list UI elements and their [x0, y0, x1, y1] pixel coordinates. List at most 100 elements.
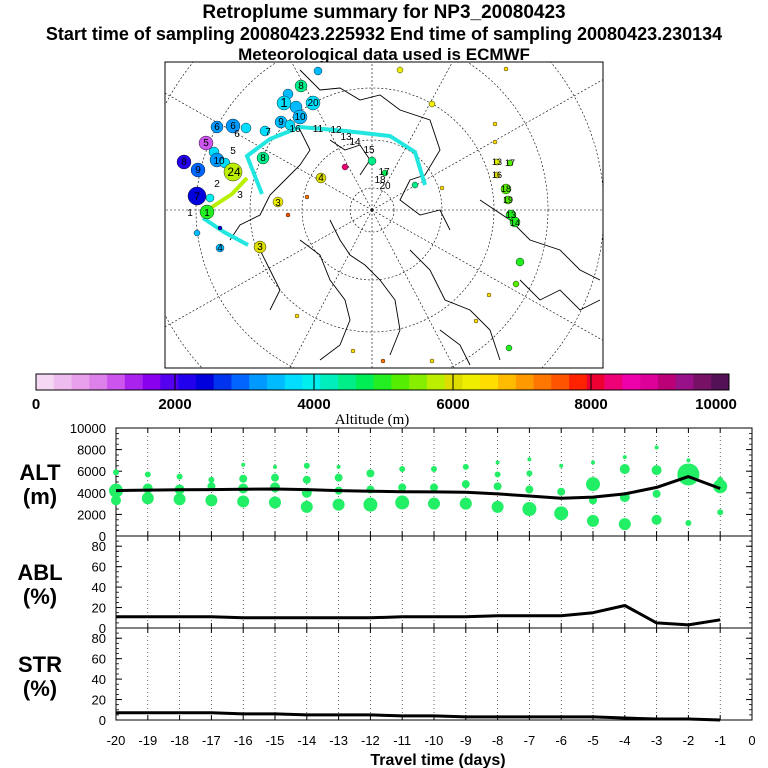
svg-text:7: 7	[265, 127, 271, 138]
colorbar-swatch	[142, 374, 161, 390]
colorbar-swatch	[267, 374, 286, 390]
meridians	[165, 62, 603, 368]
colorbar-swatch	[124, 374, 143, 390]
scatter-point	[302, 475, 311, 484]
colorbar-tick-label: 6000	[436, 396, 469, 413]
scatter-point	[271, 473, 279, 482]
svg-text:1: 1	[187, 208, 193, 219]
svg-text:18: 18	[374, 175, 386, 186]
x-axis-label: Travel time (days)	[370, 752, 505, 768]
x-tick-label: -11	[393, 733, 411, 748]
scatter-point	[525, 485, 534, 494]
y-axis-label: (m)	[23, 484, 57, 509]
colorbar-swatch	[71, 374, 90, 390]
scatter-point	[651, 465, 662, 476]
scatter-point	[303, 462, 310, 469]
scatter-point	[269, 496, 281, 509]
y-axis-label: ALT	[19, 460, 61, 485]
svg-text:8: 8	[298, 81, 304, 92]
scatter-point	[208, 476, 215, 483]
series-line	[116, 604, 721, 627]
y-tick-label: 0	[99, 713, 106, 728]
scatter-point	[173, 493, 186, 506]
colorbar-swatch	[569, 374, 588, 390]
colorbar-swatch	[36, 374, 55, 390]
svg-text:4: 4	[318, 173, 324, 184]
y-axis-label: ABL	[17, 560, 62, 585]
y-tick-label: 20	[92, 601, 106, 616]
scatter-point	[300, 500, 313, 513]
svg-text:13: 13	[492, 157, 502, 167]
y-tick-label: 4000	[77, 486, 106, 501]
colorbar-swatch	[320, 374, 339, 390]
scatter-point	[273, 464, 277, 469]
svg-text:7: 7	[194, 191, 200, 203]
svg-text:8: 8	[260, 153, 266, 164]
scatter-point	[395, 495, 410, 510]
svg-text:5: 5	[230, 146, 236, 157]
svg-text:2: 2	[214, 179, 220, 190]
plume-track	[244, 124, 427, 195]
svg-text:6: 6	[230, 121, 236, 132]
colorbar-swatch	[89, 374, 108, 390]
y-tick-label: 8000	[77, 443, 106, 458]
series-line	[116, 711, 721, 722]
y-tick-label: 80	[92, 631, 106, 646]
colorbar-swatch	[711, 374, 730, 390]
colorbar-swatch	[604, 374, 623, 390]
svg-text:6: 6	[234, 129, 240, 140]
colorbar-frame	[35, 373, 730, 391]
y-tick-label: 80	[92, 539, 106, 554]
x-tick-label: -6	[555, 733, 567, 748]
colorbar-swatch	[533, 374, 552, 390]
scatter-point	[332, 498, 345, 511]
scatter-point	[111, 495, 121, 506]
scatter-point	[717, 509, 724, 516]
scatter-point	[651, 514, 662, 525]
scatter-point	[239, 474, 248, 483]
colorbar-swatch	[462, 374, 481, 390]
colorbar-swatch	[675, 374, 694, 390]
scatter-point	[142, 483, 153, 494]
scatter-point	[363, 497, 378, 512]
scatter-point	[618, 518, 631, 531]
colorbar-tick-label: 10000	[695, 396, 737, 413]
svg-text:24: 24	[227, 165, 241, 179]
y-tick-label: 0	[99, 529, 106, 544]
scatter-point	[622, 455, 627, 460]
colorbar-swatch	[391, 374, 410, 390]
svg-text:13: 13	[506, 210, 516, 220]
svg-text:15: 15	[363, 145, 375, 156]
svg-text:16: 16	[492, 170, 502, 180]
coastlines	[229, 69, 601, 366]
x-tick-label: -18	[170, 733, 189, 748]
colorbar-swatch	[551, 374, 570, 390]
y-axis-label: STR	[18, 652, 62, 677]
chart-title: Retroplume summary for NP3_20080423	[202, 2, 566, 23]
scatter-point	[591, 460, 595, 465]
x-tick-label: -12	[361, 733, 380, 748]
scatter-point	[113, 469, 119, 476]
colorbar-swatch	[586, 374, 605, 390]
colorbar-swatch	[622, 374, 641, 390]
scatter-point	[366, 469, 375, 478]
colorbar-tick-label: 2000	[158, 396, 191, 413]
scatter-point	[334, 473, 343, 482]
panel-alt: 0 2000 4000 6000 8000 10000 ALT(m)	[19, 421, 753, 544]
colorbar-tick-label: 4000	[297, 396, 330, 413]
map-frame	[164, 61, 604, 369]
y-axis-label: (%)	[23, 584, 57, 609]
scatter-point	[431, 466, 437, 473]
cluster-markers	[176, 66, 525, 364]
x-tick-label: -5	[587, 733, 599, 748]
colorbar-swatch	[498, 374, 517, 390]
x-tick-label: -19	[138, 733, 157, 748]
y-tick-label: 60	[92, 652, 106, 667]
colorbar-swatch	[284, 374, 303, 390]
x-tick-label: -20	[107, 733, 126, 748]
colorbar-swatch	[231, 374, 250, 390]
colorbar-swatch	[355, 374, 374, 390]
svg-text:14: 14	[349, 137, 361, 148]
scatter-point	[495, 460, 500, 465]
colorbar-swatch	[657, 374, 676, 390]
